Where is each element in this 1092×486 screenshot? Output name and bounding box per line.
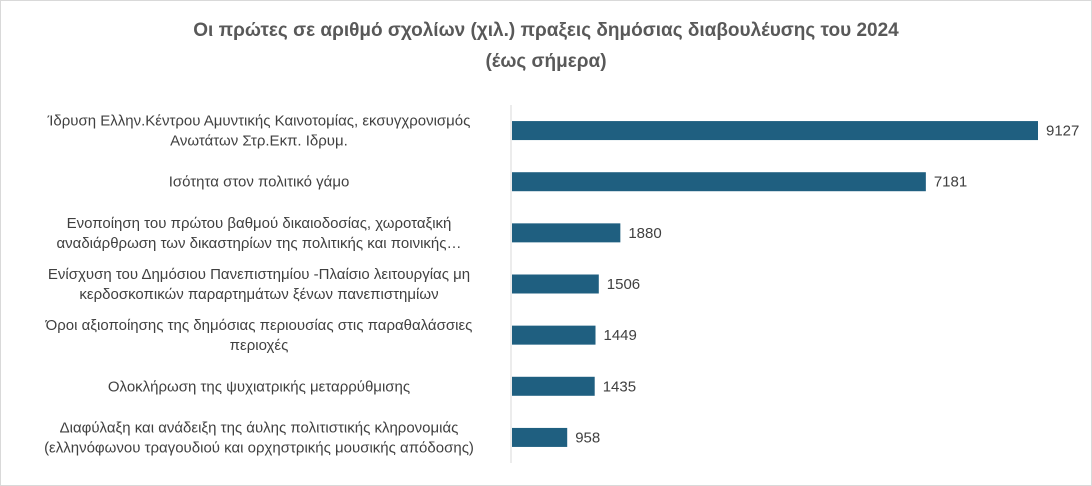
data-label-2: 1880 bbox=[628, 225, 661, 242]
bar-0 bbox=[512, 121, 1038, 141]
bar-2 bbox=[512, 223, 621, 243]
bar-4 bbox=[512, 325, 596, 345]
chart-title: Οι πρώτες σε αριθμό σχολίων (χιλ.) πραξε… bbox=[193, 20, 899, 41]
data-label-5: 1435 bbox=[603, 378, 636, 395]
bar-3 bbox=[512, 274, 599, 294]
chart-subtitle: (έως σήμερα) bbox=[485, 51, 607, 72]
category-label-6: Διαφύλαξη και ανάδειξη της άυλης πολιτισ… bbox=[44, 419, 474, 456]
data-label-1: 7181 bbox=[934, 174, 967, 191]
data-label-0: 9127 bbox=[1046, 123, 1079, 140]
category-label-1: Ισότητα στον πολιτικό γάμο bbox=[169, 174, 350, 191]
data-label-3: 1506 bbox=[607, 276, 640, 293]
bar-5 bbox=[512, 376, 595, 396]
category-label-3: Ενίσχυση του Δημόσιου Πανεπιστημίου -Πλα… bbox=[48, 266, 470, 303]
data-label-6: 958 bbox=[575, 429, 600, 446]
category-label-5: Ολοκλήρωση της ψυχιατρικής μεταρρύθμισης bbox=[108, 378, 410, 395]
category-label-0: Ίδρυση Ελλην.Κέντρου Αμυντικής Καινοτομί… bbox=[47, 113, 471, 150]
bar-1 bbox=[512, 172, 926, 192]
category-label-2: Ενοποίηση του πρώτου βαθμού δικαιοδοσίας… bbox=[56, 215, 461, 252]
category-label-4: Όροι αξιοποίησης της δημόσιας περιουσίας… bbox=[45, 317, 473, 354]
data-label-4: 1449 bbox=[604, 327, 637, 344]
bar-6 bbox=[512, 427, 568, 447]
